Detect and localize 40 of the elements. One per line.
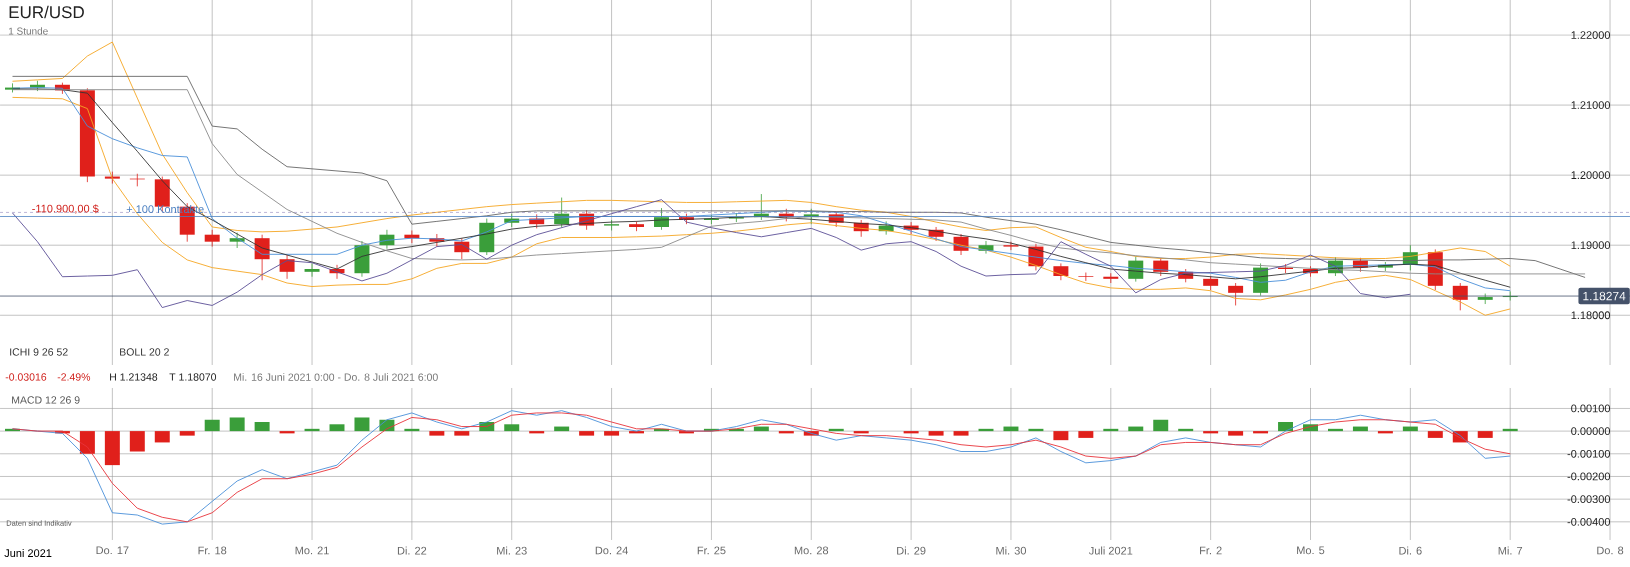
x-tick-label: Mo. 28 — [794, 546, 829, 555]
annotation: MACD 12 26 9 — [12, 396, 80, 404]
ref-line-label: 1.18274 — [1583, 291, 1626, 301]
text: -0.03016 — [5, 373, 47, 381]
y-tick-label: 1.22000 — [1571, 31, 1611, 39]
y-tick-label: 1.19000 — [1571, 241, 1611, 250]
x-tick-label: Fr. 2 — [1200, 546, 1222, 555]
chart-title: EUR/USD — [9, 5, 84, 19]
x-tick-label: Mo. 5 — [1297, 546, 1325, 555]
text: -2.49% — [57, 373, 91, 381]
y-tick-label: 1.20000 — [1571, 171, 1611, 180]
x-tick-label: Do. 8 — [1597, 546, 1624, 555]
x-tick-label: Di. 22 — [397, 546, 427, 555]
y-tick-label: -0.00400 — [1567, 517, 1611, 526]
x-tick-label: Do. 17 — [96, 546, 129, 555]
x-tick-label: Do. 24 — [595, 546, 628, 555]
y-tick-label: 1.18000 — [1571, 311, 1611, 320]
x-tick-label: Juli 2021 — [1088, 546, 1133, 555]
y-tick-label: -0.00200 — [1567, 472, 1611, 481]
text: Juni 2021 — [4, 548, 52, 558]
x-tick-label: Mi. 23 — [497, 546, 527, 555]
y-tick-label: 0.00100 — [1571, 404, 1611, 413]
text: H 1.21348 — [110, 373, 158, 381]
x-tick-label: Fr. 18 — [198, 546, 227, 555]
x-tick-label: Mo. 21 — [295, 546, 329, 555]
y-tick-label: 0.00000 — [1571, 427, 1611, 435]
x-tick-label: Fr. 25 — [697, 546, 726, 555]
text: 1 Stunde — [8, 27, 48, 35]
annotation: -110.900,00 $ — [32, 204, 99, 214]
x-tick-label: Mi. 7 — [1498, 546, 1523, 555]
annotation: BOLL 20 2 — [120, 348, 169, 356]
y-tick-label: 1.21000 — [1571, 101, 1611, 109]
text: T 1.18070 — [169, 373, 217, 381]
y-tick-label: -0.00300 — [1567, 495, 1611, 504]
text: Mi. 16 Juni 2021 0:00 - Do. 8 Juli 2021 6:00 — [234, 373, 438, 381]
x-tick-label: Mi. 30 — [996, 546, 1026, 555]
annotation: ICHI 9 26 52 — [10, 348, 68, 356]
x-tick-label: Di. 29 — [897, 546, 926, 555]
x-tick-label: Di. 6 — [1399, 546, 1422, 555]
y-tick-label: -0.00100 — [1567, 449, 1611, 458]
